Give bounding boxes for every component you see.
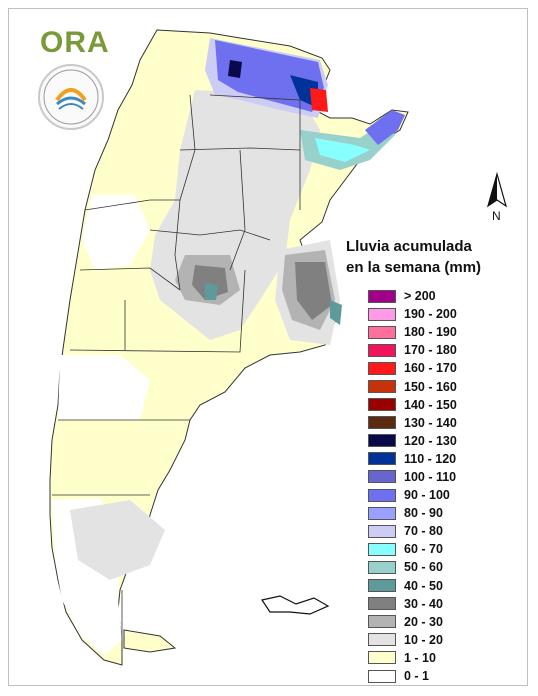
legend: > 200 190 - 200 180 - 190 170 - 180 160 - 17… [368,287,528,685]
legend-item: 180 - 190 [368,323,528,341]
legend-swatch [368,452,396,466]
legend-item: 110 - 120 [368,450,528,468]
legend-swatch [368,434,396,448]
legend-swatch [368,416,396,430]
legend-swatch [368,470,396,484]
legend-swatch [368,579,396,593]
legend-item: 50 - 60 [368,558,528,576]
legend-label: 70 - 80 [404,524,443,539]
legend-item: 0 - 1 [368,667,528,685]
rain-zone-40-50 [205,283,218,300]
legend-label: 110 - 120 [404,451,457,466]
rain-zone-90-100-east [365,110,405,145]
legend-item: 40 - 50 [368,577,528,595]
legend-swatch [368,380,396,394]
legend-swatch [368,524,396,538]
legend-item: 150 - 160 [368,377,528,395]
legend-swatch [368,289,396,303]
rain-zone-30-40-east [295,262,332,320]
legend-label: 130 - 140 [404,415,457,430]
legend-swatch [368,307,396,321]
legend-swatch [368,633,396,647]
legend-label: 170 - 180 [404,343,457,358]
legend-label: 150 - 160 [404,379,457,394]
legend-swatch [368,651,396,665]
rain-zone-160-170 [310,88,328,112]
legend-item: > 200 [368,287,528,305]
tierra-del-fuego [123,629,177,653]
legend-label: 80 - 90 [404,506,443,521]
legend-label: 60 - 70 [404,542,443,557]
legend-label: 50 - 60 [404,560,443,575]
legend-label: 140 - 150 [404,397,457,412]
legend-item: 30 - 40 [368,595,528,613]
legend-item: 100 - 110 [368,468,528,486]
legend-item: 170 - 180 [368,341,528,359]
rain-zone-120-130 [228,60,242,78]
legend-title-line2: en la semana (mm) [346,259,482,276]
legend-label: 160 - 170 [404,361,457,376]
legend-swatch [368,343,396,357]
brand-logo: ORA [40,26,110,59]
legend-swatch [368,560,396,574]
legend-swatch [368,615,396,629]
legend-item: 190 - 200 [368,305,528,323]
rain-zone-60-70 [315,138,370,162]
legend-label: 1 - 10 [404,650,436,665]
legend-item: 90 - 100 [368,486,528,504]
north-label: N [492,209,501,222]
legend-item: 130 - 140 [368,414,528,432]
north-arrow: N [482,171,512,223]
legend-label: 100 - 110 [404,469,457,484]
legend-label: 120 - 130 [404,433,457,448]
rain-zone-110-120 [290,75,318,108]
legend-swatch [368,597,396,611]
seal-logo [38,64,104,130]
legend-swatch [368,669,396,683]
rain-zone-40-50-east [330,300,342,325]
legend-label: 30 - 40 [404,596,443,611]
legend-label: 40 - 50 [404,578,443,593]
legend-item: 20 - 30 [368,613,528,631]
legend-label: 90 - 100 [404,488,450,503]
legend-item: 1 - 10 [368,649,528,667]
legend-label: 20 - 30 [404,614,443,629]
rain-zone-10-20-south [70,500,165,580]
legend-label: 10 - 20 [404,632,443,647]
seal-emblem-icon [43,69,99,125]
legend-swatch [368,506,396,520]
legend-swatch [368,398,396,412]
legend-swatch [368,488,396,502]
north-arrow-icon: N [486,171,508,223]
legend-item: 60 - 70 [368,540,528,558]
rain-zone-30-40 [192,265,228,300]
legend-swatch [368,325,396,339]
legend-label: 190 - 200 [404,307,457,322]
legend-label: 0 - 1 [404,669,430,684]
legend-item: 140 - 150 [368,396,528,414]
rain-zone-0-1-west [58,355,150,420]
legend-item: 120 - 130 [368,432,528,450]
legend-item: 160 - 170 [368,359,528,377]
legend-item: 10 - 20 [368,631,528,649]
legend-title: Lluvia acumulada en la semana (mm) [346,236,526,278]
malvinas-islands [261,595,330,615]
legend-label: 180 - 190 [404,325,457,340]
legend-item: 80 - 90 [368,504,528,522]
rain-zone-90-100 [215,40,324,112]
legend-swatch [368,542,396,556]
country-outline [49,29,409,666]
legend-item: 70 - 80 [368,522,528,540]
legend-label: > 200 [404,289,436,304]
legend-title-line1: Lluvia acumulada [346,238,472,255]
rain-zone-0-1-north [82,195,150,270]
province-borders [52,94,301,640]
legend-swatch [368,361,396,375]
